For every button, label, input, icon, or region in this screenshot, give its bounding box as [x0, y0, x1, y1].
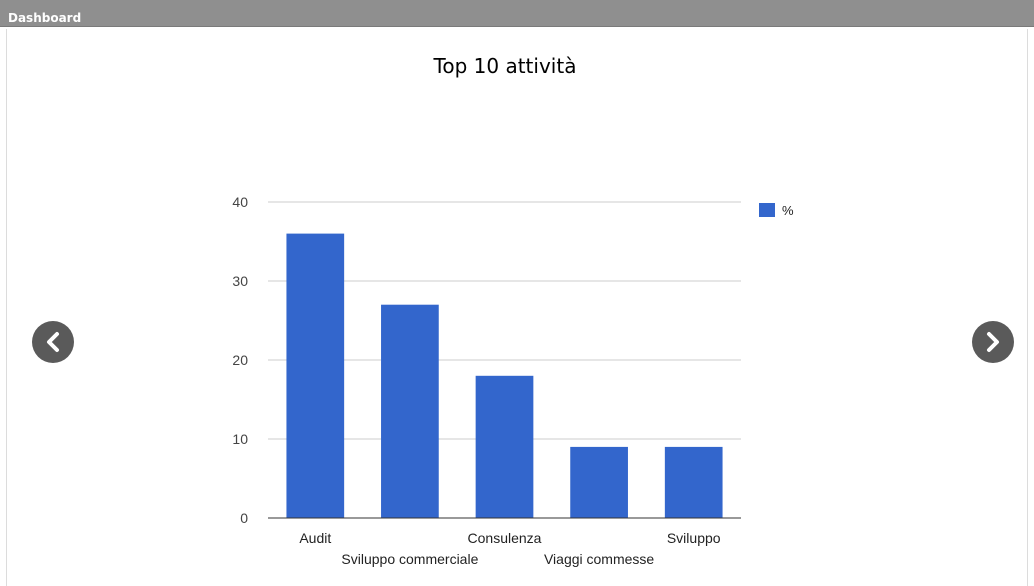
- dashboard-header: Dashboard: [0, 0, 1034, 27]
- legend-label: %: [782, 203, 794, 218]
- previous-chart-button[interactable]: [32, 321, 74, 363]
- bars: [286, 233, 723, 518]
- header-title: Dashboard: [8, 11, 82, 25]
- legend: %: [759, 203, 794, 218]
- chevron-right-icon: [987, 332, 999, 352]
- y-tick-label: 30: [232, 273, 248, 289]
- bar: [570, 446, 628, 518]
- x-tick-label: Sviluppo: [667, 530, 721, 546]
- y-tick-label: 10: [232, 431, 248, 447]
- next-chart-button[interactable]: [972, 321, 1014, 363]
- bar: [475, 375, 534, 518]
- x-tick-label: Sviluppo commerciale: [341, 551, 478, 567]
- chevron-left-icon: [47, 332, 59, 352]
- y-tick-label: 0: [240, 510, 248, 526]
- axes: 0 10 20 30 40 Audit Sviluppo commerciale Consul…: [232, 194, 741, 567]
- bar: [664, 446, 723, 518]
- x-tick-label: Consulenza: [468, 530, 542, 546]
- x-tick-label: Viaggi commesse: [544, 551, 654, 567]
- y-tick-label: 40: [232, 194, 248, 210]
- bar: [286, 233, 345, 518]
- y-tick-label: 20: [232, 352, 248, 368]
- bar: [381, 304, 439, 518]
- chart-title: Top 10 attività: [433, 54, 577, 78]
- legend-swatch: [759, 203, 775, 217]
- x-tick-label: Audit: [299, 530, 331, 546]
